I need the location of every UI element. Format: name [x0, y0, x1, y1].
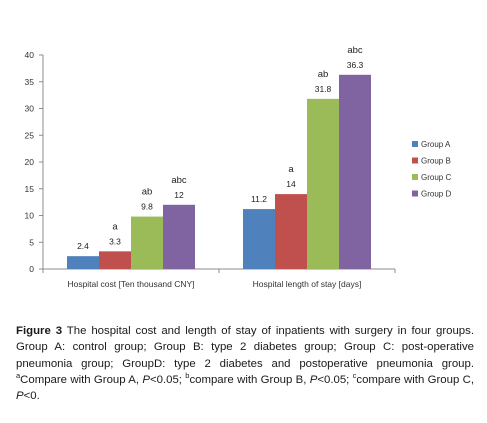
caption-p-c: <0. — [23, 390, 40, 403]
y-tick-label: 15 — [25, 184, 35, 194]
bar — [243, 209, 275, 269]
x-category-label: Hospital cost [Ten thousand CNY] — [67, 279, 194, 289]
data-label: 14 — [286, 179, 296, 189]
y-tick-label: 25 — [25, 130, 35, 140]
data-label: 2.4 — [77, 241, 89, 251]
data-label: 12 — [174, 190, 184, 200]
sup-c: c — [352, 371, 357, 381]
significance-label: a — [288, 164, 294, 175]
y-tick-label: 0 — [29, 264, 34, 274]
significance-label: a — [112, 221, 118, 232]
caption-compare-c: compare with Group C, — [356, 373, 474, 386]
figure-label: Figure 3 — [16, 325, 63, 337]
bar-chart: 0 5 10 15 20 25 30 35 40 Hospital cost [Ten thous… — [25, 45, 452, 289]
y-tick-label: 20 — [25, 157, 35, 167]
legend-label: Group B — [421, 157, 451, 166]
significance-label: abc — [171, 175, 187, 186]
legend-swatch — [412, 190, 418, 197]
x-category-label: Hospital length of stay [days] — [253, 279, 362, 289]
legend-swatch — [412, 174, 418, 180]
p-symbol: P — [309, 373, 318, 386]
p-symbol: P — [16, 390, 24, 403]
bar — [67, 256, 99, 269]
sup-b: b — [185, 371, 190, 381]
significance-label: abc — [347, 45, 363, 56]
legend-swatch — [412, 141, 418, 147]
chart-area: 0 5 10 15 20 25 30 35 40 Hospital cost [Ten thous… — [25, 45, 452, 289]
y-tick-label: 40 — [25, 50, 35, 60]
data-label: 9.8 — [141, 202, 153, 212]
p-symbol: P — [142, 373, 150, 386]
data-label: 31.8 — [315, 84, 332, 94]
legend-label: Group D — [421, 190, 451, 199]
y-tick-label: 30 — [25, 104, 35, 114]
bar — [339, 74, 371, 269]
bar — [275, 194, 307, 269]
significance-label: ab — [142, 187, 153, 198]
caption-compare-a: Compare with Group A, — [20, 373, 143, 386]
sup-a: a — [16, 371, 21, 381]
bar — [131, 216, 163, 269]
y-tick-label: 35 — [25, 77, 35, 87]
bar — [307, 98, 339, 270]
data-label: 11.2 — [251, 194, 267, 204]
y-tick-label: 10 — [25, 211, 35, 221]
bar — [163, 204, 195, 269]
legend-label: Group C — [421, 173, 451, 182]
significance-label: ab — [318, 69, 329, 80]
data-label: 3.3 — [109, 236, 121, 246]
legend-label: Group A — [421, 140, 451, 149]
y-tick-label: 5 — [29, 237, 34, 247]
caption-p-b: <0.05; — [317, 373, 353, 386]
bar — [99, 251, 131, 269]
caption-p-a: <0.05; — [149, 373, 186, 386]
figure-caption: Figure 3 The hospital cost and length of… — [16, 323, 474, 404]
legend-swatch — [412, 157, 418, 164]
caption-text: The hospital cost and length of stay of … — [16, 325, 475, 370]
caption-compare-b: compare with Group B, — [189, 373, 310, 386]
data-label: 36.3 — [347, 60, 364, 70]
